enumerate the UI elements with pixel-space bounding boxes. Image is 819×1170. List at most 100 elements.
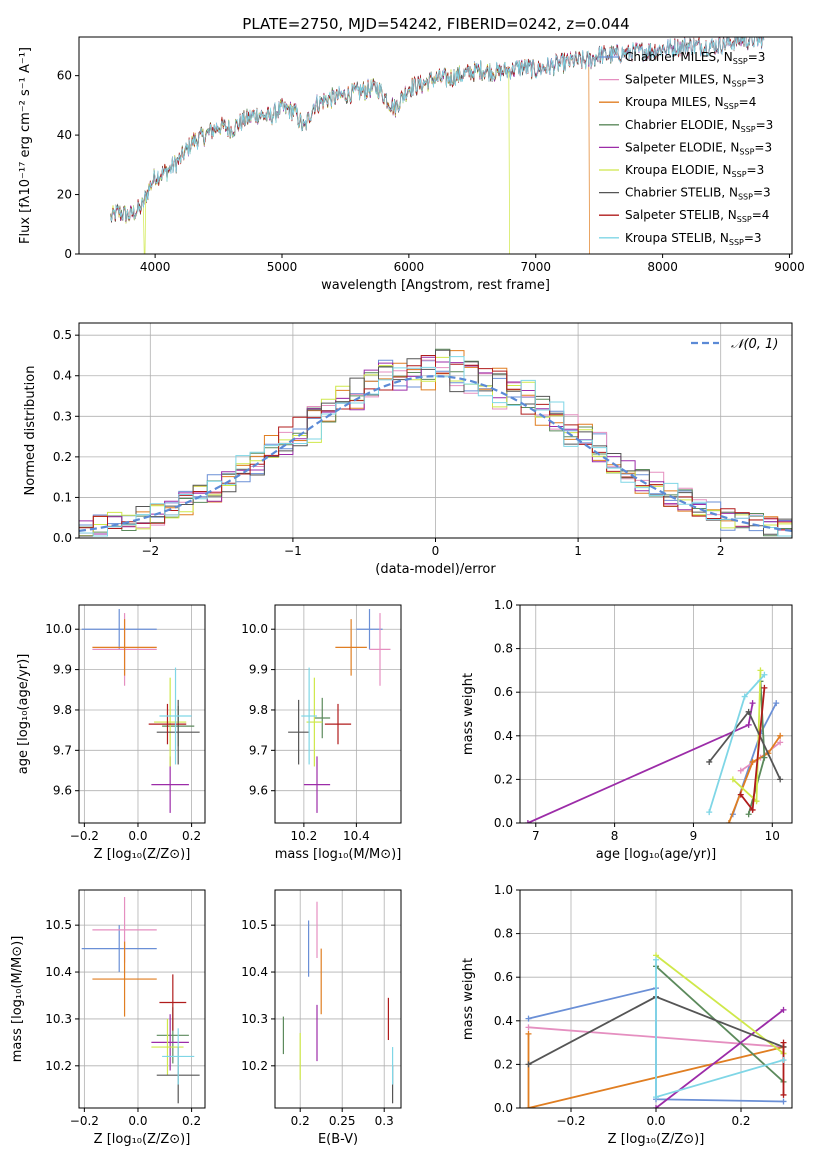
x-axis-label: Z [log₁₀(Z/Z⊙)] bbox=[608, 1132, 705, 1147]
weight-marker-1 bbox=[777, 739, 784, 746]
normal-reference-curve bbox=[79, 375, 792, 532]
y-tick-label: 10.4 bbox=[241, 965, 268, 979]
x-tick-label: 0.0 bbox=[128, 829, 147, 843]
weight-marker-1 bbox=[737, 767, 744, 774]
y-tick-label: 0.2 bbox=[53, 450, 72, 464]
age_vs_Z-axes: −0.2 0.0 0.2 9.6 9.7 9.8 9.9 10.0 Z [log₁₀(Z/Z⊙)… bbox=[16, 604, 206, 862]
legend-label-sub: SSP bbox=[739, 147, 754, 156]
y-tick-label: 0.5 bbox=[53, 328, 72, 342]
y-tick-label: 10.4 bbox=[45, 965, 72, 979]
y-axis-label: mass [log₁₀(M/M⊙)] bbox=[10, 936, 25, 1063]
age_vs_mass-axes: 10.2 10.4 9.6 9.7 9.8 9.9 10.0 mass [log₁₀(M/M⊙… bbox=[241, 604, 402, 862]
axes-frame bbox=[78, 36, 793, 255]
y-tick-label: 9.8 bbox=[249, 703, 268, 717]
x-axis-label: (data-model)/error bbox=[375, 562, 496, 577]
weight-marker-0 bbox=[780, 1098, 787, 1105]
legend-label-5: Kroupa ELODIE, NSSP=3 bbox=[625, 163, 764, 179]
weight-marker-4 bbox=[653, 1105, 659, 1108]
legend-label-text: Chabrier MILES, N bbox=[625, 50, 733, 64]
legend-label-tail: =3 bbox=[754, 140, 772, 154]
legend-label-text: Salpeter ELODIE, N bbox=[625, 140, 739, 154]
y-tick-label: 1.0 bbox=[494, 883, 513, 897]
y-tick-label: 9.9 bbox=[53, 663, 72, 677]
weight-marker-6 bbox=[525, 1061, 532, 1068]
axes-frame bbox=[519, 604, 793, 824]
legend-label-sub: SSP bbox=[732, 170, 747, 179]
spectrum-plot-area bbox=[110, 37, 765, 254]
legend-label-8: Kroupa STELIB, NSSP=3 bbox=[625, 231, 762, 247]
legend-label-text: Kroupa ELODIE, N bbox=[625, 163, 732, 177]
y-tick-label: 0.1 bbox=[53, 490, 72, 504]
x-tick-label: 10.4 bbox=[343, 829, 370, 843]
weight-marker-6 bbox=[745, 708, 752, 715]
weight-marker-2 bbox=[525, 1030, 532, 1037]
weight-marker-0 bbox=[525, 1015, 532, 1022]
residuals-axes: −2 −1 0 1 2 0.0 0.1 0.2 0.3 0.4 0.5 (data-model)/er… bbox=[23, 322, 793, 577]
weight-marker-2 bbox=[777, 732, 784, 739]
weight-marker-8 bbox=[653, 956, 659, 963]
legend-label-normal: 𝒩(0, 1) bbox=[731, 337, 778, 352]
weight-marker-2 bbox=[725, 820, 732, 823]
y-tick-label: 0.8 bbox=[494, 642, 513, 656]
weight-marker-6 bbox=[777, 776, 784, 783]
legend-label-7: Salpeter STELIB, NSSP=4 bbox=[625, 208, 769, 224]
legend-label-text: Salpeter MILES, N bbox=[625, 73, 732, 87]
legend-label-tail: =3 bbox=[747, 73, 765, 87]
legend-label-2: Kroupa MILES, NSSP=4 bbox=[625, 95, 756, 111]
weights_vs_age-plot-area bbox=[524, 667, 784, 823]
legend-label-text: Chabrier ELODIE, N bbox=[625, 118, 741, 132]
weight-marker-8 bbox=[780, 1057, 787, 1064]
y-tick-label: 9.7 bbox=[53, 743, 72, 757]
weight-marker-2 bbox=[525, 1105, 532, 1108]
y-tick-label: 9.6 bbox=[53, 784, 72, 798]
y-axis-label: mass weight bbox=[461, 958, 476, 1040]
legend-label-tail: =3 bbox=[744, 231, 762, 245]
legend-label-3: Chabrier ELODIE, NSSP=3 bbox=[625, 118, 773, 134]
x-tick-label: 8 bbox=[611, 829, 619, 843]
x-tick-label: 0.3 bbox=[375, 1114, 394, 1128]
axes-frame bbox=[78, 604, 206, 824]
x-tick-label: 0.0 bbox=[128, 1114, 147, 1128]
y-tick-label: 0.6 bbox=[494, 685, 513, 699]
legend-label-sub: SSP bbox=[729, 238, 744, 247]
x-tick-label: 0 bbox=[432, 544, 440, 558]
weight-marker-2 bbox=[749, 758, 756, 765]
y-tick-label: 0.3 bbox=[53, 409, 72, 423]
x-tick-label: 9000 bbox=[774, 260, 805, 274]
y-tick-label: 0 bbox=[64, 247, 72, 261]
y-tick-label: 10.3 bbox=[241, 1012, 268, 1026]
x-tick-label: 0.2 bbox=[291, 1114, 310, 1128]
spectrum-axes: 4000 5000 6000 7000 8000 9000 0 20 40 60 wavelengt… bbox=[18, 36, 805, 293]
weight-line-3 bbox=[655, 965, 785, 1083]
x-tick-label: 0.2 bbox=[182, 829, 201, 843]
weights_vs_Z-plot-area bbox=[525, 952, 787, 1108]
x-tick-label: 1 bbox=[574, 544, 582, 558]
weight-marker-4 bbox=[780, 1006, 787, 1013]
y-tick-label: 0.4 bbox=[494, 1014, 513, 1028]
y-tick-label: 1.0 bbox=[494, 598, 513, 612]
x-axis-label: E(B-V) bbox=[318, 1132, 358, 1147]
x-tick-label: 9 bbox=[690, 829, 698, 843]
x-axis-label: age [log₁₀(age/yr)] bbox=[596, 847, 717, 862]
y-tick-label: 9.9 bbox=[249, 663, 268, 677]
x-axis-label: wavelength [Angstrom, rest frame] bbox=[321, 278, 550, 293]
y-tick-label: 9.6 bbox=[249, 784, 268, 798]
weight-line-5 bbox=[655, 954, 785, 1055]
x-tick-label: −0.2 bbox=[70, 829, 99, 843]
x-tick-label: 10.2 bbox=[291, 829, 318, 843]
y-axis-label: Normed distribution bbox=[23, 366, 38, 496]
weight-marker-1 bbox=[525, 1024, 532, 1031]
weight-marker-7 bbox=[737, 791, 744, 798]
x-tick-label: 6000 bbox=[394, 260, 425, 274]
weight-marker-4 bbox=[745, 721, 752, 728]
weight-marker-8 bbox=[706, 809, 713, 816]
legend-label-sub: SSP bbox=[737, 215, 752, 224]
weight-marker-7 bbox=[780, 1039, 787, 1046]
spectrum-line-8 bbox=[110, 37, 765, 221]
weight-marker-5 bbox=[729, 776, 736, 783]
y-tick-label: 40 bbox=[57, 128, 72, 142]
y-axis-label: Flux [fλ10⁻¹⁷ erg cm⁻² s⁻¹ A⁻¹] bbox=[18, 47, 33, 244]
legend-label-tail: =4 bbox=[739, 95, 757, 109]
legend-label-tail: =3 bbox=[753, 186, 771, 200]
